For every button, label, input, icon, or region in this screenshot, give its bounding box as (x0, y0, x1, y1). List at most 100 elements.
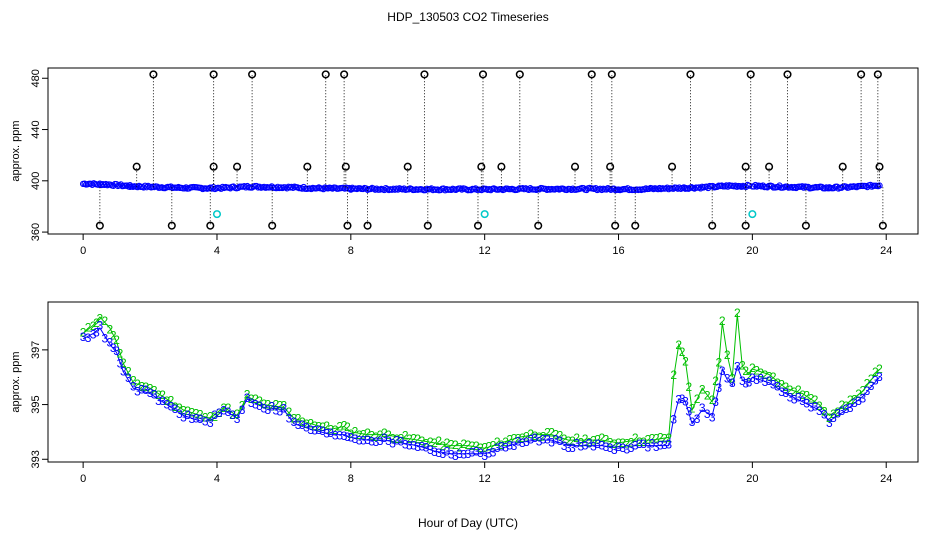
series-3-marker: 3 (402, 438, 409, 452)
series-2-marker: 2 (220, 401, 227, 415)
series-3-marker: 3 (323, 427, 330, 441)
series-2-marker: 2 (85, 320, 92, 334)
series-2-marker: 2 (435, 434, 442, 448)
x-tick-label: 0 (80, 245, 86, 257)
series-2-marker: 2 (657, 430, 664, 444)
series-2-marker: 2 (211, 410, 218, 424)
series-2-marker: 2 (494, 435, 501, 449)
co2-point (362, 185, 370, 192)
series-3-marker: 3 (712, 395, 719, 409)
series-3-marker: 3 (536, 434, 543, 448)
series-3-marker: 3 (843, 402, 850, 416)
series-2-marker: 2 (799, 388, 806, 402)
series-2-marker: 2 (803, 389, 810, 403)
series-2-marker: 2 (603, 433, 610, 447)
series-3-marker: 3 (685, 405, 692, 419)
series-3-marker: 3 (134, 385, 141, 399)
series-2-marker: 2 (264, 397, 271, 411)
series-3-marker: 3 (117, 356, 124, 370)
x-tick-label: 4 (214, 473, 220, 485)
series-3-marker: 3 (477, 446, 484, 460)
series-2-marker: 2 (256, 394, 263, 408)
co2-point (367, 185, 374, 193)
series-3-marker: 3 (410, 439, 417, 453)
series-2-marker: 2 (665, 431, 672, 445)
mid-marker (477, 162, 486, 171)
series-3-marker: 3 (347, 431, 354, 445)
series-2-marker: 2 (675, 338, 682, 352)
series-3-marker: 3 (431, 445, 438, 459)
co2-point (641, 186, 648, 193)
series-3-marker: 3 (356, 434, 363, 448)
series-3-marker: 3 (107, 336, 114, 350)
co2-point (457, 185, 464, 192)
top-panel: 0 4 8 12 16 20 24 360 400 440 480 approx. ppm (10, 67, 919, 257)
series-2-marker: 2 (469, 439, 476, 453)
series-3-marker: 3 (427, 443, 434, 457)
series-2-marker: 2 (113, 333, 120, 347)
series-2-marker: 2 (872, 365, 879, 379)
series-3-marker: 3 (80, 330, 87, 344)
series-3-marker: 3 (389, 436, 396, 450)
series-3-marker: 3 (264, 403, 271, 417)
series-3-marker: 3 (762, 375, 769, 389)
series-2-marker: 2 (402, 429, 409, 443)
series-3-marker: 3 (252, 397, 259, 411)
mid-marker (403, 162, 412, 171)
series-2-marker: 2 (724, 348, 731, 362)
co2-point (525, 186, 532, 194)
series-2-marker: 2 (373, 430, 380, 444)
series-2-marker: 2 (729, 372, 736, 386)
series-2-marker: 2 (598, 431, 605, 445)
co2-point (818, 183, 825, 191)
co2-point (289, 184, 297, 191)
series-3-marker: 3 (398, 435, 405, 449)
series-3-marker: 3 (360, 434, 367, 448)
series-2-marker: 2 (644, 433, 651, 447)
series-3-marker: 3 (868, 379, 875, 393)
series-3-marker: 3 (125, 371, 132, 385)
series-2-marker: 2 (172, 400, 179, 414)
co2-point (536, 186, 543, 193)
series-2-marker: 2 (134, 377, 141, 391)
series-3-marker: 3 (594, 437, 601, 451)
series-2-marker: 2 (332, 423, 339, 437)
series-2-marker: 2 (260, 397, 267, 411)
series-3-marker: 3 (225, 405, 232, 419)
low-marker (268, 221, 277, 230)
series-2-marker: 2 (159, 388, 166, 402)
series-2-marker: 2 (830, 407, 837, 421)
low-marker (741, 221, 750, 230)
series-2-marker: 2 (527, 427, 534, 441)
series-2-marker: 2 (277, 398, 284, 412)
series-3-marker: 3 (393, 433, 400, 447)
series-2-marker: 2 (244, 388, 251, 402)
series-2-marker: 2 (456, 441, 463, 455)
series-3-marker: 3 (110, 341, 117, 355)
series-3-marker: 3 (682, 394, 689, 408)
series-3-marker: 3 (85, 331, 92, 345)
series-2-marker: 2 (847, 393, 854, 407)
co2-point (592, 185, 599, 192)
series-3-marker: 3 (448, 448, 455, 462)
series-2-marker: 2 (791, 385, 798, 399)
series-3-marker: 3 (207, 416, 214, 430)
series-2-marker: 2 (168, 393, 175, 407)
series-2-marker: 2 (419, 434, 426, 448)
co2-point (134, 183, 141, 191)
series-2-marker: 2 (582, 432, 589, 446)
co2-point (732, 182, 739, 189)
series-3-marker: 3 (286, 411, 293, 425)
y-tick-label: 440 (30, 120, 42, 138)
spike-marker (857, 70, 866, 79)
series-3-marker: 3 (299, 418, 306, 432)
low-marker (95, 221, 104, 230)
series-2-marker: 2 (356, 428, 363, 442)
series-3-marker: 3 (640, 437, 647, 451)
mid-marker (606, 162, 615, 171)
series-2-marker: 2 (286, 405, 293, 419)
series-3-marker: 3 (248, 396, 255, 410)
series-3-marker: 3 (414, 440, 421, 454)
series-2-marker: 2 (628, 436, 635, 450)
co2-point (437, 186, 444, 194)
